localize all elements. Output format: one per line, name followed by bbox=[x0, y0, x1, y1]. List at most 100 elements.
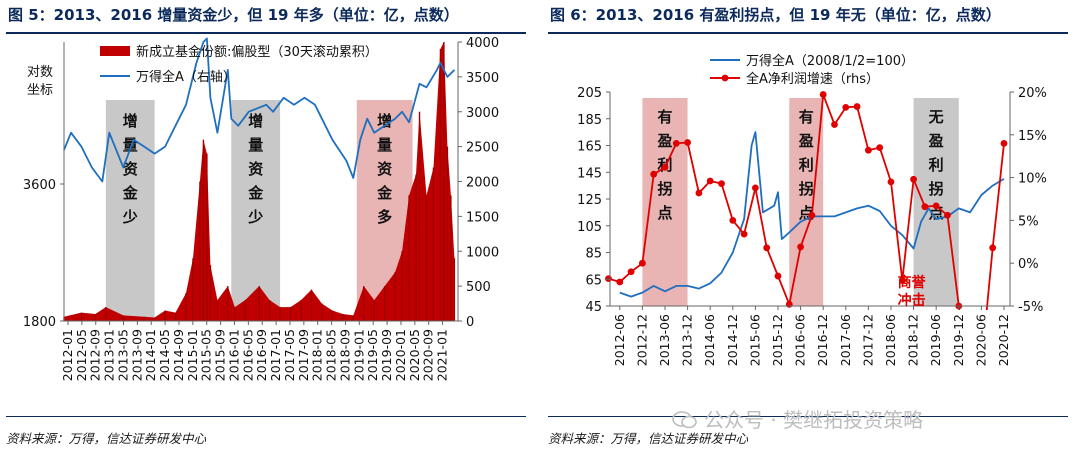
svg-text:点: 点 bbox=[657, 204, 672, 222]
svg-text:盈: 盈 bbox=[798, 132, 814, 150]
x-tick-label-2: 2013-06 bbox=[657, 314, 672, 366]
right-bottom-rule bbox=[548, 416, 1068, 417]
x-tick-label-6: 2014-01 bbox=[143, 329, 158, 381]
profit-growth-point-21 bbox=[842, 104, 850, 111]
profit-growth-point-35 bbox=[1000, 139, 1008, 147]
x-tick-label-18: 2018-01 bbox=[310, 329, 325, 381]
x-tick-label-10: 2017-06 bbox=[838, 314, 853, 366]
x-tick-label-13: 2018-12 bbox=[906, 314, 921, 366]
x-tick-label-0: 2012-01 bbox=[60, 329, 75, 381]
profit-growth-point-18 bbox=[808, 211, 816, 219]
profit-growth-point-30 bbox=[944, 211, 951, 219]
profit-growth-point-23 bbox=[864, 146, 872, 154]
profit-growth-point-22 bbox=[853, 103, 861, 110]
right-tick-label-7: 500 bbox=[466, 280, 491, 295]
right-chart-panel: 图 6：2013、2016 有盈利拐点，但 19 年无（单位：亿，点数） 有盈利… bbox=[540, 0, 1080, 458]
profit-growth-point-27 bbox=[910, 175, 917, 183]
shaded-period-0 bbox=[642, 98, 688, 306]
profit-growth-point-11 bbox=[729, 217, 737, 224]
svg-text:少: 少 bbox=[122, 208, 138, 226]
svg-text:利: 利 bbox=[929, 156, 944, 174]
x-tick-label-24: 2020-01 bbox=[393, 329, 408, 381]
x-tick-label-11: 2017-12 bbox=[860, 314, 875, 366]
shaded-period-label-1: 有盈利拐点 bbox=[798, 108, 814, 222]
svg-text:增: 增 bbox=[123, 112, 138, 130]
svg-text:少: 少 bbox=[247, 208, 263, 226]
right-tick-label-0: 20% bbox=[1018, 86, 1047, 101]
svg-text:盈: 盈 bbox=[656, 132, 672, 150]
x-tick-label-2: 2012-09 bbox=[88, 329, 103, 381]
right-source-note: 资料来源：万得，信达证券研发中心 bbox=[548, 431, 749, 446]
x-tick-label-8: 2014-09 bbox=[171, 329, 186, 381]
profit-growth-point-10 bbox=[718, 180, 725, 187]
svg-text:有: 有 bbox=[799, 108, 814, 126]
left-tick-label-7: 65 bbox=[585, 273, 602, 288]
right-tick-label-1: 3500 bbox=[466, 71, 499, 86]
legend-label-wind-a: 万得全A（右轴） bbox=[136, 69, 236, 85]
left-chart-panel: 图 5：2013、2016 增量资金少，但 19 年多（单位：亿，点数） 增量资… bbox=[6, 6, 526, 446]
x-tick-label-5: 2014-12 bbox=[725, 314, 740, 366]
svg-text:拐: 拐 bbox=[657, 180, 672, 198]
x-tick-label-22: 2019-05 bbox=[365, 329, 380, 381]
x-tick-label-9: 2016-12 bbox=[815, 314, 830, 366]
x-tick-label-16: 2017-05 bbox=[282, 329, 297, 381]
shaded-period-2 bbox=[913, 98, 959, 306]
profit-growth-point-19 bbox=[819, 91, 827, 98]
x-tick-label-21: 2019-01 bbox=[351, 329, 366, 381]
legend-label-new-fund: 新成立基金份额:偏股型（30天滚动累积） bbox=[136, 44, 378, 60]
right-tick-label-4: 2000 bbox=[466, 176, 499, 191]
svg-text:金: 金 bbox=[247, 184, 264, 202]
x-tick-label-16: 2020-06 bbox=[973, 314, 988, 366]
svg-text:金: 金 bbox=[122, 184, 139, 202]
left-tick-label-3: 145 bbox=[577, 166, 602, 181]
right-tick-label-4: 0% bbox=[1018, 257, 1039, 272]
annotation-line2: 冲击 bbox=[898, 292, 926, 309]
x-tick-label-3: 2013-01 bbox=[102, 329, 117, 381]
x-tick-label-13: 2016-05 bbox=[240, 329, 255, 381]
profit-growth-point-25 bbox=[887, 178, 895, 186]
annotation-line1: 商誉 bbox=[898, 274, 927, 291]
profit-growth-point-29 bbox=[932, 202, 940, 210]
right-tick-label-8: 0 bbox=[466, 315, 474, 330]
x-tick-label-7: 2015-12 bbox=[770, 314, 785, 366]
left-tick-label-6: 85 bbox=[585, 247, 602, 262]
profit-growth-point-24 bbox=[876, 144, 884, 152]
x-tick-label-17: 2020-12 bbox=[996, 314, 1011, 366]
shaded-period-label-0: 增量资金少 bbox=[122, 112, 139, 226]
profit-growth-point-26 bbox=[898, 276, 906, 284]
left-source-note: 资料来源：万得，信达证券研发中心 bbox=[6, 431, 207, 446]
svg-text:金: 金 bbox=[376, 184, 393, 202]
left-tick-label-0: 205 bbox=[577, 86, 602, 101]
left-title-rule bbox=[6, 32, 526, 34]
profit-growth-point-15 bbox=[774, 272, 782, 280]
x-tick-label-6: 2015-06 bbox=[747, 314, 762, 366]
x-tick-label-7: 2014-05 bbox=[157, 329, 172, 381]
profit-growth-point-28 bbox=[921, 203, 929, 211]
x-tick-label-20: 2018-09 bbox=[337, 329, 352, 381]
profit-growth-point-3 bbox=[638, 259, 646, 267]
right-tick-label-2: 10% bbox=[1018, 172, 1047, 187]
x-tick-label-12: 2016-01 bbox=[226, 329, 241, 381]
right-tick-label-3: 2500 bbox=[466, 141, 499, 156]
profit-growth-point-1 bbox=[616, 278, 624, 286]
x-tick-label-5: 2013-09 bbox=[129, 329, 144, 381]
profit-growth-point-14 bbox=[763, 244, 771, 252]
profit-growth-point-6 bbox=[672, 139, 680, 147]
right-tick-label-3: 5% bbox=[1018, 214, 1039, 229]
x-tick-label-19: 2018-05 bbox=[324, 329, 339, 381]
shaded-period-1 bbox=[231, 100, 281, 321]
x-tick-label-10: 2015-05 bbox=[199, 329, 214, 381]
right-tick-label-0: 4000 bbox=[466, 36, 499, 51]
svg-text:无: 无 bbox=[928, 108, 944, 126]
left-tick-label-4: 125 bbox=[577, 193, 602, 208]
shaded-period-label-1: 增量资金少 bbox=[247, 112, 264, 226]
x-tick-label-4: 2013-05 bbox=[115, 329, 130, 381]
svg-text:多: 多 bbox=[377, 208, 392, 226]
right-tick-label-5: 1500 bbox=[466, 210, 499, 225]
left-chart: 增量资金少增量资金少增量资金多4000350030002500200015001… bbox=[23, 36, 499, 381]
left-tick-label-2: 165 bbox=[577, 140, 602, 155]
profit-growth-point-8 bbox=[695, 189, 703, 197]
left-tick-label-1: 185 bbox=[577, 113, 602, 128]
wechat-icon bbox=[672, 411, 697, 429]
